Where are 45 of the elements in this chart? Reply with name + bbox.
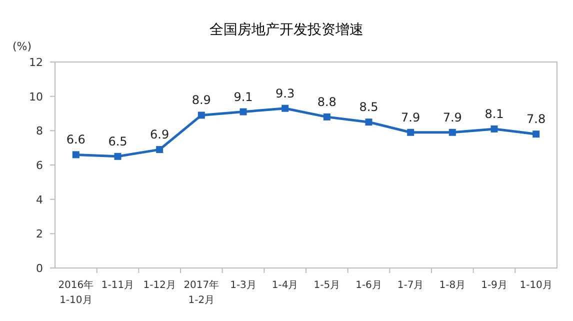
x-tick-label: 1-4月 [272, 280, 298, 291]
y-tick-label: 6 [36, 159, 43, 172]
x-tick-label: 1-7月 [397, 280, 424, 291]
y-tick-label: 10 [29, 90, 43, 104]
x-tick-label: 1-12月 [143, 280, 176, 291]
data-label: 9.3 [276, 86, 295, 100]
data-label: 6.9 [150, 128, 170, 142]
point [532, 130, 540, 138]
x-tick-label: 2017年 1-2月 [184, 279, 220, 306]
x-tick-label: 1-8月 [439, 280, 466, 291]
x-tick-label: 1-10月 [520, 280, 552, 291]
data-label: 8.5 [359, 100, 378, 114]
point [448, 128, 456, 136]
y-tick-label: 12 [29, 56, 43, 69]
data-label: 6.6 [66, 132, 86, 147]
data-label: 8.9 [192, 93, 211, 108]
x-tick-label: 1-5月 [314, 280, 340, 291]
y-tick-label: 4 [36, 193, 43, 206]
point [240, 108, 247, 116]
point [282, 104, 289, 112]
data-label: 7.9 [442, 110, 462, 124]
point [323, 113, 330, 120]
x-tick-label: 1-6月 [356, 280, 382, 291]
y-tick-label: 2 [36, 228, 43, 241]
data-label: 8.8 [317, 94, 336, 109]
point [198, 112, 205, 119]
point [114, 152, 122, 160]
data-label: 6.5 [108, 134, 128, 148]
data-label: 9.1 [234, 90, 253, 104]
x-tick-label: 1-9月 [481, 280, 508, 291]
x-tick-label: 1-3月 [230, 280, 256, 291]
y-tick-label: 0 [36, 262, 43, 275]
y-axis-title: (%) [12, 40, 32, 53]
point [407, 128, 414, 136]
data-label: 7.8 [526, 112, 546, 126]
y-tick-label: 8 [36, 124, 43, 138]
data-label: 8.1 [484, 106, 504, 121]
chart-title: 全国房地产开发投资增速 [210, 22, 364, 38]
x-tick-label: 1-11月 [101, 280, 134, 291]
x-tick-label: 2016年 1-10月 [58, 279, 94, 306]
point [365, 118, 372, 126]
point [72, 151, 80, 158]
data-label: 7.9 [401, 110, 420, 124]
point [156, 146, 164, 154]
point [490, 125, 498, 132]
